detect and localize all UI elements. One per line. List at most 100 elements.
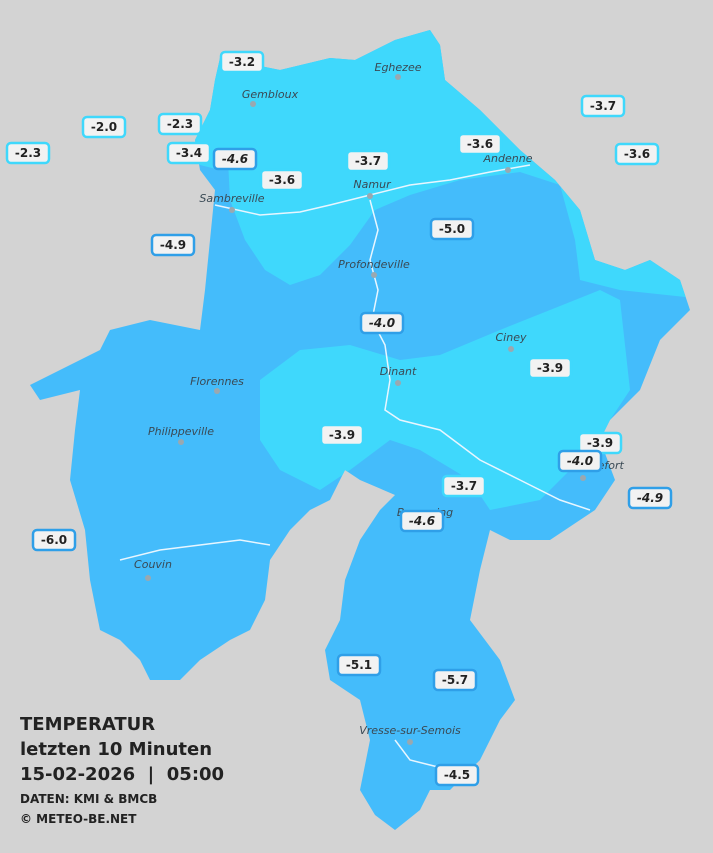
datetime: 15-02-2026 | 05:00: [20, 764, 224, 785]
temperature-value: -6.0: [41, 533, 67, 547]
label-box: [5, 141, 51, 165]
label-box: [399, 509, 445, 533]
river: [369, 199, 591, 511]
temperature-value: -4.0: [567, 454, 593, 468]
temperature-value: -2.0: [91, 120, 117, 134]
copyright: © METEO-BE.NET: [20, 812, 137, 826]
town-dot: [250, 101, 256, 107]
town-dot: [508, 346, 514, 352]
temperature-label: -4.9: [627, 486, 673, 510]
temperature-value: -4.9: [637, 491, 663, 505]
town-dot: [395, 380, 401, 386]
temperature-label: -3.9: [319, 423, 365, 447]
temperature-label: -4.6: [212, 147, 258, 171]
label-box: [527, 356, 573, 380]
town-dot: [580, 475, 586, 481]
temperature-label: -4.6: [399, 509, 445, 533]
temperature-label: -2.3: [157, 112, 203, 136]
temperature-value: -4.0: [369, 316, 395, 330]
town-dot: [145, 575, 151, 581]
temperature-value: -4.9: [160, 238, 186, 252]
label-box: [157, 112, 203, 136]
title: TEMPERATUR: [20, 714, 155, 735]
temperature-label: -5.7: [432, 668, 478, 692]
temperature-label: -3.2: [219, 50, 265, 74]
temperature-value: -3.7: [355, 154, 381, 168]
town-label: Ciney: [496, 331, 527, 344]
temperature-label: -4.9: [150, 233, 196, 257]
temperature-value: -5.7: [442, 673, 468, 687]
town-dot: [178, 439, 184, 445]
label-box: [345, 149, 391, 173]
town-dot: [214, 388, 220, 394]
temperature-label: -5.0: [429, 217, 475, 241]
town-label: Couvin: [134, 558, 172, 571]
temperature-label: -3.4: [166, 141, 212, 165]
temperature-label: -3.7: [580, 94, 626, 118]
zone-mild: [260, 290, 630, 510]
town-dot: [407, 739, 413, 745]
temperature-value: -3.2: [229, 55, 255, 69]
rivers: [119, 164, 591, 771]
town-label: Florennes: [190, 375, 244, 388]
town-label: Philippeville: [148, 425, 214, 438]
temperature-label: -2.3: [5, 141, 51, 165]
temperature-value: -5.0: [439, 222, 465, 236]
temperature-value: -4.5: [444, 768, 470, 782]
temperature-label: -3.7: [441, 474, 487, 498]
temperature-value: -3.6: [269, 173, 295, 187]
temperature-value: -3.4: [176, 146, 202, 160]
town-label: Sambreville: [199, 192, 264, 205]
temperature-label: -4.0: [557, 449, 603, 473]
town-label: Gembloux: [242, 88, 299, 101]
town-dot: [229, 207, 235, 213]
temperature-value: -2.3: [167, 117, 193, 131]
temperature-value: -3.9: [537, 361, 563, 375]
temperature-value: -4.6: [222, 152, 248, 166]
temperature-value: -3.9: [587, 436, 613, 450]
label-box: [219, 50, 265, 74]
temperature-value: -3.6: [624, 147, 650, 161]
temperature-value: -3.7: [451, 479, 477, 493]
temperature-label: -3.9: [577, 431, 623, 455]
temperature-value: -3.6: [467, 137, 493, 151]
temperature-label: -4.0: [359, 311, 405, 335]
label-box: [336, 653, 382, 677]
temperature-label: -5.1: [336, 653, 382, 677]
temperature-label: -3.6: [457, 132, 503, 156]
label-box: [457, 132, 503, 156]
temperature-label: -3.6: [259, 168, 305, 192]
label-box: [434, 763, 480, 787]
label-box: [259, 168, 305, 192]
temperature-label: -3.7: [345, 149, 391, 173]
town-label: Profondeville: [338, 258, 410, 271]
town-label: Eghezee: [375, 61, 422, 74]
town-label: Dinant: [380, 365, 417, 378]
label-box: [432, 668, 478, 692]
temperature-label: -3.9: [527, 356, 573, 380]
label-box: [150, 233, 196, 257]
subtitle: letzten 10 Minuten: [20, 739, 212, 760]
label-box: [580, 94, 626, 118]
river: [119, 539, 271, 561]
town-dot: [395, 74, 401, 80]
label-box: [614, 142, 660, 166]
temperature-value: -5.1: [346, 658, 372, 672]
temperature-label: -4.5: [434, 763, 480, 787]
temperature-value: -4.6: [409, 514, 435, 528]
label-box: [81, 115, 127, 139]
town-label: Vresse-sur-Semois: [359, 724, 461, 737]
temperature-label: -6.0: [31, 528, 77, 552]
temperature-value: -3.9: [329, 428, 355, 442]
town-dot: [371, 272, 377, 278]
label-box: [166, 141, 212, 165]
label-box: [31, 528, 77, 552]
label-box: [441, 474, 487, 498]
town-dot: [505, 167, 511, 173]
temperature-label: -3.6: [614, 142, 660, 166]
temperature-value: -3.7: [590, 99, 616, 113]
label-box: [429, 217, 475, 241]
label-box: [627, 486, 673, 510]
label-box: [557, 449, 603, 473]
